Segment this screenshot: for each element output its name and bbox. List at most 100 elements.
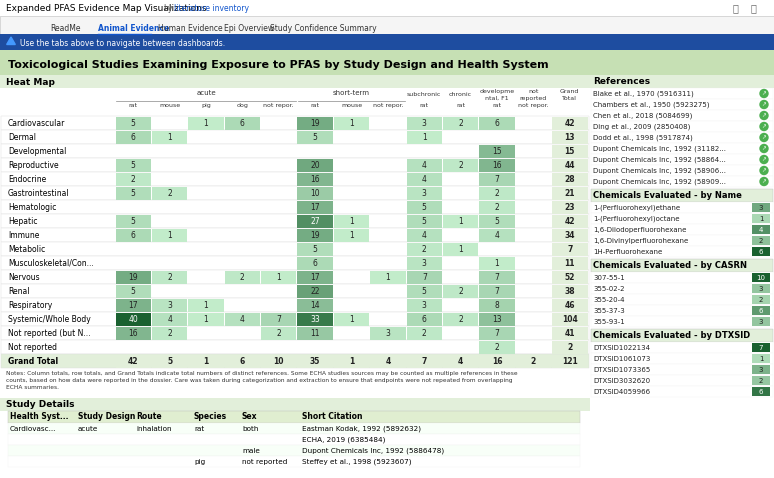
Bar — [0, 75, 590, 478]
Bar — [1, 172, 589, 186]
Text: 5: 5 — [167, 357, 172, 366]
Text: 5: 5 — [313, 132, 317, 141]
Text: 5: 5 — [422, 203, 426, 211]
Text: DTXSID4059966: DTXSID4059966 — [593, 389, 650, 395]
Text: mouse: mouse — [341, 103, 362, 108]
Bar — [0, 75, 590, 88]
Bar — [115, 271, 151, 283]
Bar — [752, 387, 770, 396]
Bar — [752, 295, 770, 304]
Text: Immune: Immune — [8, 230, 39, 239]
Text: 2: 2 — [167, 272, 172, 282]
Text: 5: 5 — [131, 119, 135, 128]
Bar — [552, 159, 587, 172]
Text: rat: rat — [456, 103, 465, 108]
Text: 6: 6 — [759, 389, 763, 395]
Bar — [115, 298, 151, 312]
Bar — [115, 228, 151, 241]
Text: Toxicological Studies Examining Exposure to PFAS by Study Design and Health Syst: Toxicological Studies Examining Exposure… — [8, 60, 549, 70]
Text: 3: 3 — [422, 119, 426, 128]
Text: 1: 1 — [759, 356, 763, 362]
Text: ↗: ↗ — [762, 113, 766, 119]
Bar — [115, 186, 151, 199]
Bar — [591, 246, 773, 257]
Text: Sex: Sex — [242, 412, 258, 421]
Text: 6: 6 — [240, 357, 245, 366]
Text: Gastrointestinal: Gastrointestinal — [8, 188, 70, 197]
Text: Grand: Grand — [560, 89, 580, 94]
Bar — [115, 130, 151, 143]
Bar — [406, 313, 442, 326]
Text: 2: 2 — [131, 174, 135, 184]
Bar — [370, 326, 406, 339]
Text: 4: 4 — [422, 174, 426, 184]
Bar — [591, 202, 773, 213]
Text: both: both — [242, 426, 259, 432]
Text: 2: 2 — [567, 343, 573, 351]
Text: 2: 2 — [240, 272, 245, 282]
Bar — [591, 154, 773, 165]
Text: Not reported (but N...: Not reported (but N... — [8, 328, 91, 337]
Text: 5: 5 — [131, 217, 135, 226]
Bar — [1, 326, 589, 340]
Text: Short Citation: Short Citation — [302, 412, 362, 421]
Text: 2: 2 — [531, 357, 536, 366]
Text: 4: 4 — [422, 230, 426, 239]
Bar — [552, 313, 587, 326]
Text: 5: 5 — [422, 286, 426, 295]
Text: 5: 5 — [131, 286, 135, 295]
Text: Dupont Chemicals Inc, 1992 (58906...: Dupont Chemicals Inc, 1992 (58906... — [593, 167, 726, 174]
Text: 4: 4 — [240, 315, 245, 324]
Bar — [591, 224, 773, 235]
Bar — [752, 306, 770, 315]
Bar — [552, 257, 587, 270]
Bar — [261, 355, 296, 368]
Text: 17: 17 — [128, 301, 138, 309]
Text: 3: 3 — [167, 301, 172, 309]
Text: 6: 6 — [131, 132, 135, 141]
Bar — [334, 355, 369, 368]
Text: Route: Route — [136, 412, 162, 421]
Text: Blake et al., 1970 (5916311): Blake et al., 1970 (5916311) — [593, 90, 694, 97]
Bar — [591, 364, 773, 375]
Bar — [591, 88, 773, 99]
Text: 1: 1 — [385, 272, 390, 282]
Text: Grand Total: Grand Total — [8, 357, 58, 366]
Bar — [406, 228, 442, 241]
Text: ↗: ↗ — [762, 124, 766, 130]
Bar — [591, 329, 773, 342]
Text: rat: rat — [420, 103, 429, 108]
Text: mouse: mouse — [159, 103, 180, 108]
Bar — [152, 271, 187, 283]
Text: Chambers et al., 1950 (5923275): Chambers et al., 1950 (5923275) — [593, 101, 710, 108]
Text: Total: Total — [563, 96, 577, 101]
Text: Study Details: Study Details — [6, 400, 74, 409]
Bar — [297, 215, 333, 228]
Bar — [115, 117, 151, 130]
Bar — [552, 271, 587, 283]
Text: Ding et al., 2009 (2850408): Ding et al., 2009 (2850408) — [593, 123, 690, 130]
Text: 1: 1 — [349, 230, 354, 239]
Text: 6: 6 — [240, 119, 245, 128]
Bar — [0, 16, 774, 34]
Bar — [1, 130, 589, 144]
Text: ReadMe: ReadMe — [50, 24, 80, 33]
Text: 7: 7 — [495, 286, 499, 295]
Bar — [552, 298, 587, 312]
Bar — [8, 423, 580, 434]
Bar — [552, 242, 587, 256]
Text: 10: 10 — [756, 275, 765, 281]
Bar — [590, 75, 774, 88]
Bar — [752, 376, 770, 385]
Text: 4: 4 — [167, 315, 172, 324]
Bar — [591, 176, 773, 187]
Text: 22: 22 — [310, 286, 320, 295]
Bar — [591, 132, 773, 143]
Text: 7: 7 — [276, 315, 281, 324]
Text: 19: 19 — [128, 272, 138, 282]
Bar — [591, 213, 773, 224]
Text: 46: 46 — [564, 301, 575, 309]
Bar — [1, 284, 589, 298]
Bar — [591, 235, 773, 246]
Bar — [443, 159, 478, 172]
